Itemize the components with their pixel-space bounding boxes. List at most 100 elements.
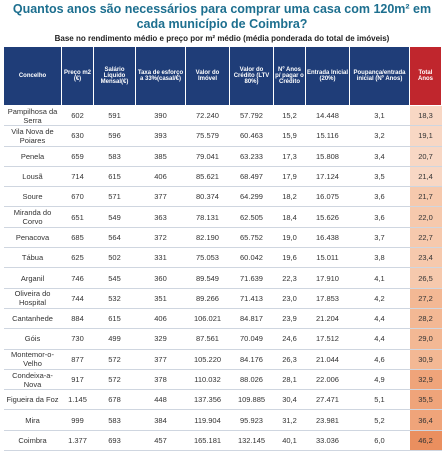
value-cell: 72.240 [185,105,230,127]
value-cell: 3,6 [349,186,410,208]
value-cell: 132.145 [229,430,274,452]
municipality-cell: Oliveira do Hospital [3,288,62,309]
value-cell: 393 [135,125,186,147]
value-cell: 36,4 [409,409,442,431]
value-cell: 630 [61,125,94,147]
value-cell: 583 [93,146,136,167]
value-cell: 75.579 [185,125,230,147]
table-row: Penacova 685 564 372 82.190 65.752 19,0 16.438 3… [3,227,442,249]
value-cell: 21,7 [409,186,442,208]
data-table: Concelho Preço m2 (€) Salário Líquido Mens… [3,46,442,452]
value-cell: 18,3 [409,105,442,127]
value-cell: 329 [135,328,186,350]
value-cell: 57.792 [229,105,274,127]
value-cell: 377 [135,186,186,208]
value-cell: 26,5 [409,267,442,289]
table-row: Cantanhede 884 615 406 106.021 84.817 23,9 21.2… [3,308,442,330]
value-cell: 746 [61,267,94,289]
value-cell: 60.463 [229,125,274,147]
value-cell: 70.049 [229,328,274,350]
value-cell: 4,4 [349,308,410,330]
value-cell: 4,2 [349,288,410,309]
value-cell: 21.044 [305,349,350,370]
municipality-cell: Soure [3,186,62,208]
value-cell: 999 [61,409,94,431]
table-row: Mira 999 583 384 119.904 95.923 31,2 23.981 5,2 3… [3,409,442,431]
table-row: Montemor-o-Velho 877 572 377 105.220 84.176 26… [3,349,442,370]
value-cell: 625 [61,247,94,269]
value-cell: 22,3 [273,267,306,289]
value-cell: 14.448 [305,105,350,127]
table-row: Coimbra 1.377 693 457 165.181 132.145 40,1 33.0… [3,430,442,452]
value-cell: 23,4 [409,247,442,269]
value-cell: 549 [93,206,136,228]
value-cell: 384 [135,409,186,431]
value-cell: 65.752 [229,227,274,249]
subtitle: Base no rendimento médio e preço por m² … [54,34,390,43]
value-cell: 82.190 [185,227,230,249]
value-cell: 5,1 [349,389,410,411]
value-cell: 4,4 [349,328,410,350]
column-header: Valor do Crédito (LTV 80%) [229,46,274,106]
value-cell: 744 [61,288,94,309]
value-cell: 15.626 [305,206,350,228]
value-cell: 372 [135,227,186,249]
value-cell: 64.299 [229,186,274,208]
municipality-cell: Montemor-o-Velho [3,349,62,370]
value-cell: 22,7 [409,227,442,249]
municipality-cell: Tábua [3,247,62,269]
value-cell: 3,6 [349,206,410,228]
value-cell: 4,1 [349,267,410,289]
table-row: Góis 730 499 329 87.561 70.049 24,6 17.512 4,4 29… [3,328,442,350]
value-cell: 659 [61,146,94,167]
value-cell: 3,4 [349,146,410,167]
value-cell: 351 [135,288,186,309]
value-cell: 71.413 [229,288,274,309]
value-cell: 499 [93,328,136,350]
value-cell: 18,2 [273,186,306,208]
column-header: Valor do Imóvel [185,46,230,106]
value-cell: 30,4 [273,389,306,411]
value-cell: 884 [61,308,94,330]
table-row: Oliveira do Hospital 744 532 351 89.266 71.41… [3,288,442,309]
value-cell: 20,7 [409,146,442,167]
value-cell: 16.438 [305,227,350,249]
value-cell: 109.885 [229,389,274,411]
value-cell: 17.124 [305,166,350,188]
value-cell: 21.204 [305,308,350,330]
value-cell: 79.041 [185,146,230,167]
value-cell: 331 [135,247,186,269]
value-cell: 591 [93,105,136,127]
value-cell: 502 [93,247,136,269]
value-cell: 390 [135,105,186,127]
value-cell: 572 [93,369,136,391]
value-cell: 62.505 [229,206,274,228]
value-cell: 1.145 [61,389,94,411]
value-cell: 17.512 [305,328,350,350]
municipality-cell: Coimbra [3,430,62,452]
value-cell: 714 [61,166,94,188]
value-cell: 60.042 [229,247,274,269]
value-cell: 651 [61,206,94,228]
value-cell: 28,2 [409,308,442,330]
value-cell: 3,7 [349,227,410,249]
value-cell: 22,0 [409,206,442,228]
value-cell: 78.131 [185,206,230,228]
column-header: Total Anos [409,46,442,106]
value-cell: 19,0 [273,227,306,249]
value-cell: 110.032 [185,369,230,391]
value-cell: 88.026 [229,369,274,391]
value-cell: 137.356 [185,389,230,411]
table-row: Condeixa-a-Nova 917 572 378 110.032 88.026 28,… [3,369,442,391]
value-cell: 5,2 [349,409,410,431]
municipality-cell: Góis [3,328,62,350]
value-cell: 3,5 [349,166,410,188]
value-cell: 89.549 [185,267,230,289]
municipality-cell: Miranda do Corvo [3,206,62,228]
value-cell: 1.377 [61,430,94,452]
table-row: Pampilhosa da Serra 602 591 390 72.240 57.792… [3,105,442,127]
value-cell: 71.639 [229,267,274,289]
value-cell: 571 [93,186,136,208]
municipality-cell: Condeixa-a-Nova [3,369,62,391]
value-cell: 85.621 [185,166,230,188]
